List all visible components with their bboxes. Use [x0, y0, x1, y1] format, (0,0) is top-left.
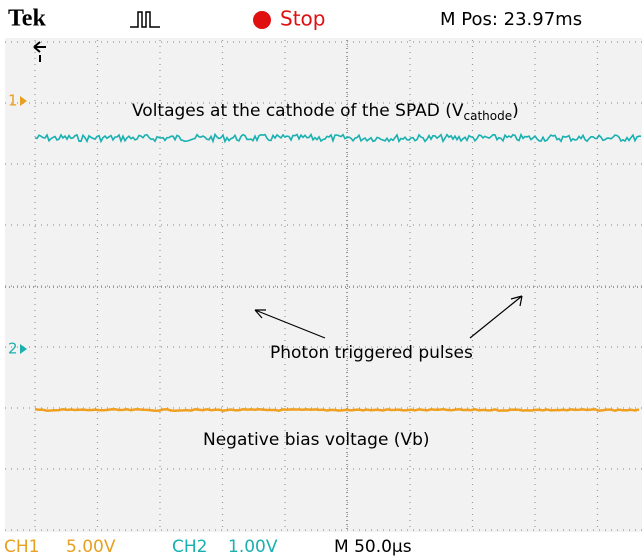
bias-annotation: Negative bias voltage (Vb): [203, 430, 430, 450]
pulses-annotation: Photon triggered pulses: [270, 343, 473, 363]
arrow-right: [469, 295, 523, 339]
graticule-area: [5, 38, 642, 532]
ch1-trace: [34, 408, 640, 412]
brand: Tek: [8, 6, 46, 32]
position: M Pos: 23.97ms: [440, 9, 582, 30]
timebase: M 50.0µs: [334, 537, 412, 557]
trigger-icon: [130, 11, 160, 28]
ch2-arrow: [20, 344, 27, 354]
cathode-annotation: Voltages at the cathode of the SPAD (Vca…: [132, 101, 519, 123]
cathode-tail: ): [512, 101, 519, 121]
cathode-subscript: cathode: [464, 109, 513, 123]
ch1-label: CH1: [4, 537, 39, 557]
ch1-marker: 1: [8, 92, 18, 110]
ch2-scale: 1.00V: [228, 537, 278, 557]
ch2-label: CH2: [172, 537, 207, 557]
graticule: [5, 40, 642, 531]
arrow-left: [254, 309, 326, 339]
ch1-arrow: [20, 96, 27, 106]
ch1-scale: 5.00V: [66, 537, 116, 557]
arrows: [254, 295, 523, 339]
stop-icon: [253, 11, 271, 29]
run-state: Stop: [280, 7, 325, 31]
ch2-trace: [34, 132, 641, 144]
cathode-text: Voltages at the cathode of the SPAD (V: [132, 101, 464, 121]
ch2-marker: 2: [8, 340, 18, 358]
trigger-position-marker: [33, 41, 46, 62]
